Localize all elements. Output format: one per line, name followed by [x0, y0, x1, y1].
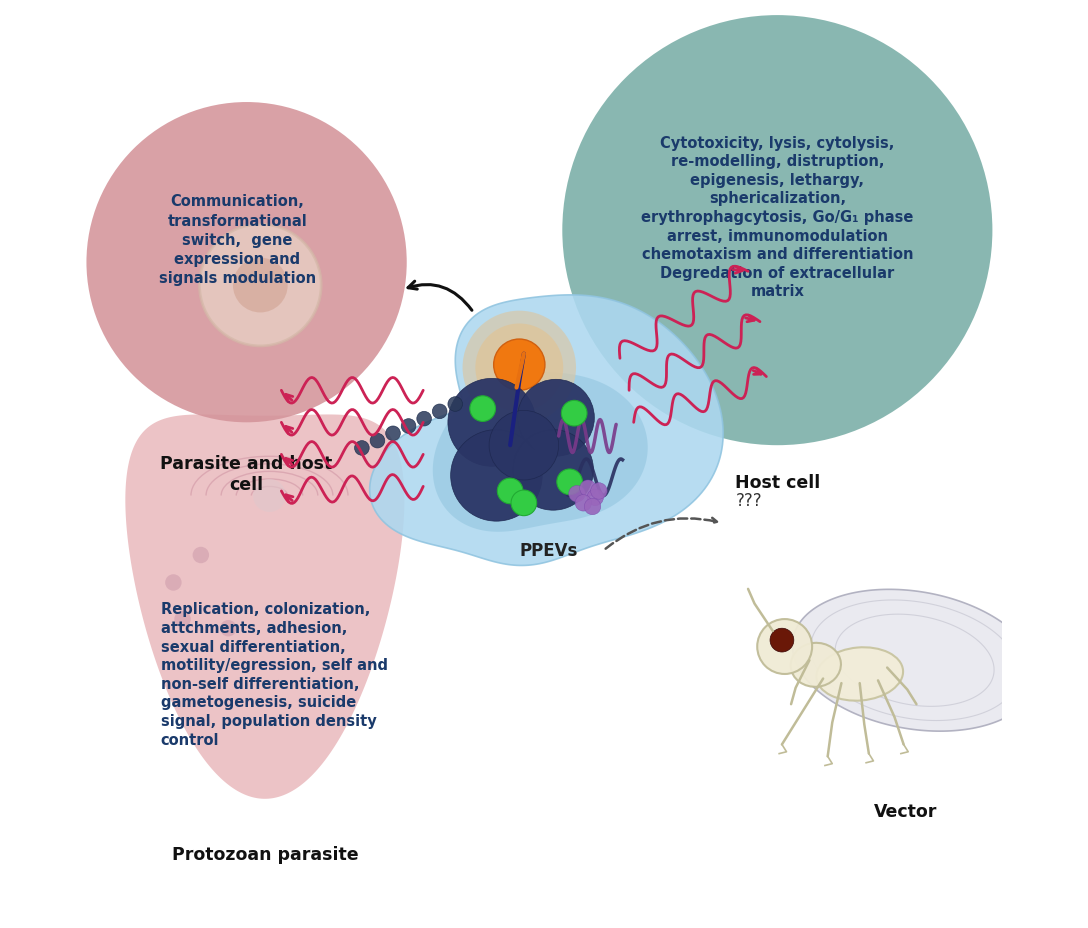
Circle shape — [584, 498, 601, 515]
Circle shape — [511, 491, 536, 516]
Circle shape — [588, 490, 604, 506]
Circle shape — [199, 225, 321, 346]
Circle shape — [450, 431, 542, 522]
Text: Cytotoxicity, lysis, cytolysis,
re-modelling, distruption,
epigenesis, lethargy,: Cytotoxicity, lysis, cytolysis, re-model… — [641, 135, 914, 299]
Circle shape — [497, 479, 523, 504]
Circle shape — [448, 397, 462, 412]
Text: ???: ??? — [737, 492, 763, 509]
Circle shape — [494, 340, 545, 391]
Circle shape — [432, 405, 447, 419]
Polygon shape — [792, 589, 1037, 731]
Text: Communication,
transformational
switch,  gene
expression and
signals modulation: Communication, transformational switch, … — [159, 194, 316, 286]
Circle shape — [591, 483, 607, 499]
Circle shape — [569, 486, 585, 502]
Circle shape — [233, 258, 287, 313]
Ellipse shape — [816, 648, 903, 701]
Circle shape — [174, 612, 190, 627]
Circle shape — [576, 495, 592, 511]
Circle shape — [770, 628, 794, 652]
Text: Protozoan parasite: Protozoan parasite — [172, 845, 358, 863]
Circle shape — [557, 470, 582, 495]
Circle shape — [370, 433, 385, 448]
Circle shape — [512, 431, 593, 510]
Circle shape — [757, 619, 812, 675]
Text: Vector: Vector — [874, 802, 937, 820]
Polygon shape — [125, 415, 405, 799]
Polygon shape — [433, 372, 647, 532]
Ellipse shape — [791, 643, 841, 687]
Circle shape — [475, 324, 564, 412]
Circle shape — [462, 311, 576, 425]
Circle shape — [518, 380, 594, 457]
Text: PPEVs: PPEVs — [519, 542, 578, 560]
Circle shape — [417, 412, 432, 427]
Circle shape — [220, 620, 236, 637]
Circle shape — [490, 411, 558, 481]
Circle shape — [385, 427, 400, 441]
Text: Parasite and host
cell: Parasite and host cell — [160, 455, 333, 494]
Circle shape — [448, 379, 535, 467]
Circle shape — [254, 480, 286, 512]
Text: Replication, colonization,
attchments, adhesion,
sexual differentiation,
motilit: Replication, colonization, attchments, a… — [161, 601, 387, 747]
Circle shape — [562, 16, 992, 445]
Circle shape — [401, 419, 416, 433]
Circle shape — [470, 396, 495, 422]
Circle shape — [580, 481, 596, 496]
Circle shape — [86, 103, 407, 423]
Circle shape — [193, 548, 209, 563]
Text: Host cell: Host cell — [734, 473, 820, 491]
Circle shape — [561, 401, 588, 427]
Polygon shape — [370, 295, 724, 566]
Circle shape — [355, 441, 369, 456]
Circle shape — [165, 574, 182, 591]
